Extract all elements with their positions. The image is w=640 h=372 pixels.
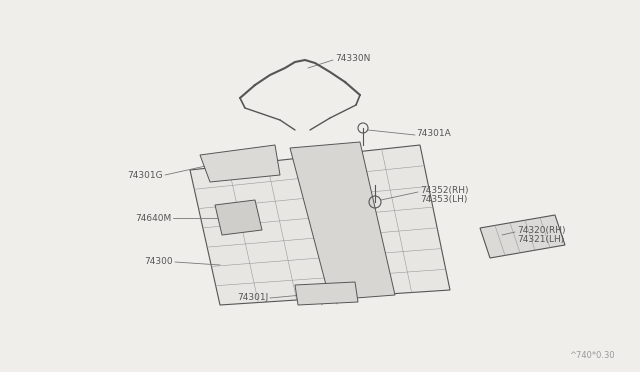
Text: 74320(RH): 74320(RH): [517, 225, 566, 234]
Polygon shape: [295, 282, 358, 305]
Text: 74301G: 74301G: [127, 170, 163, 180]
Text: 74353(LH): 74353(LH): [420, 195, 467, 203]
Polygon shape: [215, 200, 262, 235]
Polygon shape: [480, 215, 565, 258]
Text: ^740*0.30: ^740*0.30: [570, 351, 615, 360]
Polygon shape: [190, 145, 450, 305]
Text: 74321(LH): 74321(LH): [517, 234, 564, 244]
Text: 74301A: 74301A: [416, 128, 451, 138]
Text: 74300: 74300: [145, 257, 173, 266]
Text: 74640M: 74640M: [135, 214, 171, 222]
Text: 74330N: 74330N: [335, 54, 371, 62]
Polygon shape: [290, 142, 395, 300]
Polygon shape: [200, 145, 280, 182]
Text: 74352(RH): 74352(RH): [420, 186, 468, 195]
Text: 74301J: 74301J: [237, 294, 268, 302]
